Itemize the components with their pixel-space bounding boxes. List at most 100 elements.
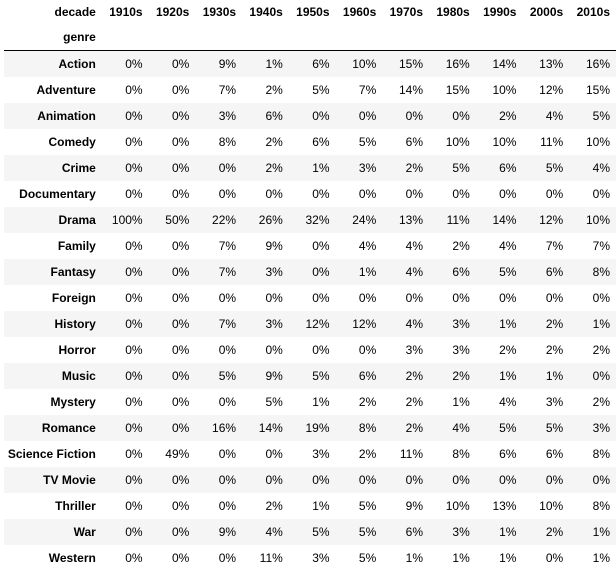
table-cell: 0% <box>171 369 190 383</box>
table-cell: 5% <box>358 135 377 149</box>
table-cell: 7% <box>218 265 237 279</box>
table-cell: 4% <box>265 525 283 539</box>
table-cell: 1% <box>312 395 330 409</box>
table-cell: 0% <box>545 291 564 305</box>
table-cell: 4% <box>358 239 377 253</box>
table-cell: 0% <box>545 473 564 487</box>
table-cell: 0% <box>265 291 283 305</box>
table-cell: 8% <box>592 447 610 461</box>
table-row: Science Fiction 0% 49% 0% 0% 3% 2% 11% 8% 6% 6% 8% <box>4 441 616 467</box>
table-cell: 13% <box>539 57 564 71</box>
table-cell: 4% <box>592 161 610 175</box>
table-cell: 5% <box>545 161 564 175</box>
table-cell: 0% <box>125 551 143 565</box>
table-cell: 0% <box>125 369 143 383</box>
table-cell: 5% <box>265 395 283 409</box>
table-cell: 10% <box>539 499 564 513</box>
table-cell: 8% <box>592 265 610 279</box>
table-cell: 3% <box>592 421 610 435</box>
table-cell: 2% <box>499 343 517 357</box>
table-cell: 9% <box>265 239 283 253</box>
table-cell: 0% <box>405 291 423 305</box>
table-cell: 2% <box>265 83 283 97</box>
table-cell: 2% <box>405 395 423 409</box>
header-spacer <box>242 24 289 51</box>
table-cell: 22% <box>212 213 237 227</box>
row-label: Documentary <box>19 187 96 201</box>
row-label: History <box>54 317 96 331</box>
table-cell: 1% <box>312 161 330 175</box>
table-row: History 0% 0% 7% 3% 12% 12% 4% 3% 1% 2% 1% <box>4 311 616 337</box>
table-cell: 12% <box>305 317 330 331</box>
table-cell: 11% <box>540 135 564 149</box>
table-cell: 0% <box>592 473 610 487</box>
table-cell: 12% <box>352 317 377 331</box>
header-spacer <box>569 24 616 51</box>
table-cell: 1% <box>592 551 610 565</box>
table-cell: 1% <box>592 525 610 539</box>
table-row: Documentary 0% 0% 0% 0% 0% 0% 0% 0% 0% 0% 0% <box>4 181 616 207</box>
table-cell: 0% <box>452 109 470 123</box>
table-cell: 1% <box>499 525 517 539</box>
table-cell: 0% <box>218 291 237 305</box>
table-cell: 0% <box>171 499 190 513</box>
table-cell: 0% <box>545 187 564 201</box>
table-cell: 0% <box>171 161 190 175</box>
header-spacer <box>382 24 429 51</box>
table-cell: 2% <box>405 369 423 383</box>
table-cell: 3% <box>218 109 237 123</box>
table-cell: 4% <box>452 421 470 435</box>
header-spacer <box>429 24 476 51</box>
table-cell: 19% <box>305 421 330 435</box>
row-label: War <box>73 525 96 539</box>
table-cell: 0% <box>125 83 143 97</box>
table-cell: 0% <box>358 187 377 201</box>
table-cell: 10% <box>585 135 610 149</box>
table-cell: 2% <box>592 395 610 409</box>
table-cell: 6% <box>312 135 330 149</box>
table-cell: 0% <box>125 187 143 201</box>
table-cell: 2% <box>265 499 283 513</box>
table-cell: 0% <box>125 395 143 409</box>
column-header: 1950s <box>296 5 330 19</box>
table-cell: 2% <box>358 395 377 409</box>
table-cell: 0% <box>171 57 190 71</box>
table-cell: 15% <box>398 57 423 71</box>
table-cell: 0% <box>125 317 143 331</box>
table-row: Adventure 0% 0% 7% 2% 5% 7% 14% 15% 10% 12% 15% <box>4 77 616 103</box>
table-cell: 0% <box>592 369 610 383</box>
header-spacer <box>148 24 196 51</box>
row-label: Thriller <box>55 499 96 513</box>
table-cell: 0% <box>265 343 283 357</box>
table-cell: 7% <box>218 83 237 97</box>
table-cell: 4% <box>405 239 423 253</box>
column-header: 2010s <box>576 5 610 19</box>
row-label: Romance <box>41 421 96 435</box>
table-cell: 0% <box>171 317 190 331</box>
table-cell: 0% <box>218 161 237 175</box>
table-cell: 0% <box>171 109 190 123</box>
table-cell: 5% <box>592 109 610 123</box>
table-cell: 14% <box>492 57 517 71</box>
table-cell: 5% <box>312 525 330 539</box>
table-cell: 0% <box>405 109 423 123</box>
table-cell: 0% <box>358 473 377 487</box>
header-spacer <box>522 24 570 51</box>
table-cell: 0% <box>171 525 190 539</box>
table-cell: 0% <box>312 265 330 279</box>
table-cell: 0% <box>358 343 377 357</box>
table-cell: 0% <box>125 135 143 149</box>
table-cell: 2% <box>452 239 470 253</box>
table-cell: 3% <box>312 551 330 565</box>
table-cell: 2% <box>545 343 564 357</box>
table-cell: 6% <box>452 265 470 279</box>
column-header: 1960s <box>342 5 377 19</box>
table-cell: 1% <box>592 317 610 331</box>
table-cell: 4% <box>499 239 517 253</box>
table-cell: 6% <box>265 109 283 123</box>
table-cell: 0% <box>218 473 237 487</box>
table-cell: 24% <box>352 213 377 227</box>
table-cell: 0% <box>312 291 330 305</box>
table-cell: 1% <box>545 369 564 383</box>
